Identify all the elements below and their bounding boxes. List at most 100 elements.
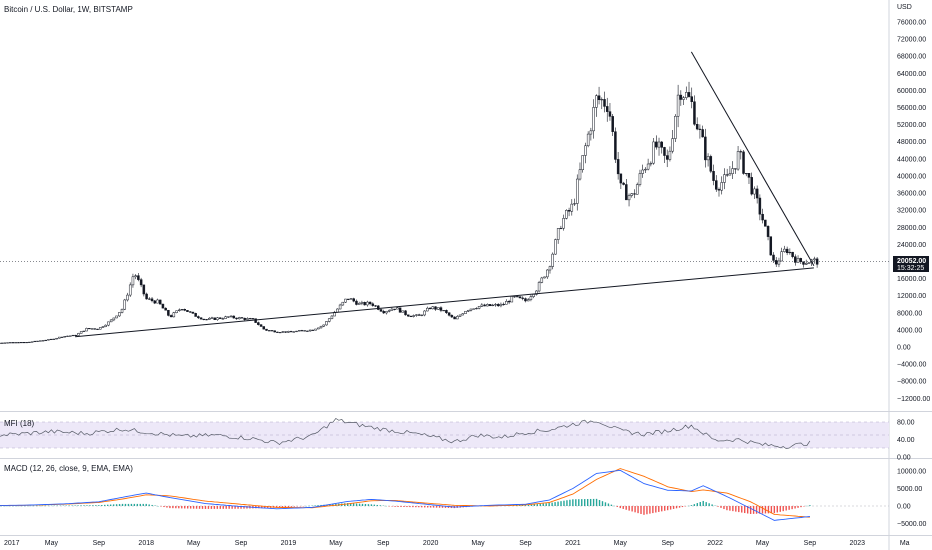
macd-hist-bar bbox=[723, 506, 725, 510]
price-tick-label: 8000.00 bbox=[897, 310, 922, 317]
macd-hist-bar bbox=[243, 506, 245, 509]
candle-body bbox=[592, 107, 595, 132]
macd-hist-bar bbox=[619, 506, 621, 509]
candle-body bbox=[736, 151, 740, 170]
candle-body bbox=[216, 317, 219, 320]
macd-tick-label: 5000.00 bbox=[897, 486, 922, 493]
candle-body bbox=[327, 318, 331, 322]
candle-body bbox=[385, 311, 388, 314]
time-tick-label: Sep bbox=[804, 540, 817, 547]
macd-hist-bar bbox=[649, 506, 651, 514]
candle-body bbox=[112, 317, 116, 321]
candle-body bbox=[390, 308, 394, 311]
macd-hist-bar bbox=[181, 506, 183, 509]
macd-hist-bar bbox=[293, 506, 296, 507]
price-tick-label: 32000.00 bbox=[897, 208, 926, 215]
macd-hist-bar bbox=[189, 506, 192, 509]
candle-body bbox=[404, 310, 407, 316]
macd-hist-bar bbox=[586, 499, 589, 506]
candle-body bbox=[186, 310, 189, 312]
macd-hist-bar bbox=[278, 506, 281, 508]
macd-hist-bar bbox=[112, 504, 115, 506]
candle-body bbox=[516, 296, 519, 298]
candle-body bbox=[276, 331, 279, 333]
price-tick-label: 0.00 bbox=[897, 345, 911, 352]
candle-body bbox=[475, 308, 478, 310]
candle-body bbox=[734, 168, 737, 170]
macd-hist-bar bbox=[101, 505, 103, 506]
candle-body bbox=[641, 169, 644, 174]
macd-hist-bar bbox=[216, 506, 219, 509]
candle-body bbox=[709, 156, 713, 172]
candle-body bbox=[456, 316, 459, 320]
candle-body bbox=[758, 197, 762, 215]
candle-body bbox=[526, 299, 530, 302]
mfi-axis-ticks: 80.00 40.00 0.00 bbox=[897, 420, 915, 462]
candle-body bbox=[791, 251, 794, 257]
candle-body bbox=[221, 318, 225, 320]
candle-body bbox=[19, 342, 23, 344]
macd-hist-bar bbox=[664, 506, 666, 511]
candle-body bbox=[349, 298, 353, 300]
macd-hist-bar bbox=[438, 506, 441, 508]
candle-body bbox=[570, 203, 574, 212]
candle-body bbox=[251, 318, 255, 320]
macd-hist-bar bbox=[557, 501, 559, 506]
candle-body bbox=[161, 303, 165, 309]
candle-body bbox=[597, 95, 601, 101]
macd-hist-bar bbox=[581, 499, 583, 506]
macd-hist-bar bbox=[71, 505, 73, 506]
candle-body bbox=[687, 92, 691, 97]
candle-body bbox=[546, 269, 549, 278]
macd-signal-line bbox=[0, 468, 810, 518]
candle-body bbox=[630, 193, 634, 196]
macd-hist-bar bbox=[655, 506, 657, 513]
candle-body bbox=[578, 169, 582, 180]
macd-hist-bar bbox=[622, 506, 624, 509]
candle-body bbox=[655, 141, 658, 148]
candle-body bbox=[428, 307, 432, 310]
candle-body bbox=[652, 141, 655, 164]
candle-body bbox=[382, 311, 385, 314]
candle-body bbox=[66, 335, 69, 337]
macd-hist-bar bbox=[314, 505, 316, 506]
candle-body bbox=[619, 173, 623, 184]
macd-hist-bar bbox=[95, 505, 97, 506]
price-tick-label: −4000.00 bbox=[897, 362, 926, 369]
candle-body bbox=[396, 307, 399, 310]
candle-body bbox=[158, 299, 162, 305]
candle-body bbox=[164, 307, 167, 311]
candle-body bbox=[278, 332, 282, 334]
candle-body bbox=[284, 331, 287, 333]
candle-body bbox=[796, 258, 800, 263]
macd-hist-bar bbox=[109, 504, 112, 506]
macd-hist-bar bbox=[89, 505, 91, 506]
candle-body bbox=[554, 239, 557, 255]
macd-hist-bar bbox=[652, 506, 654, 514]
macd-pane-title: MACD (12, 26, close, 9, EMA, EMA) bbox=[4, 464, 133, 473]
macd-hist-bar bbox=[83, 505, 85, 506]
macd-hist-bar bbox=[104, 504, 106, 506]
macd-hist-bar bbox=[207, 506, 210, 509]
time-tick-label: Ma bbox=[900, 540, 910, 547]
macd-hist-bar bbox=[418, 506, 420, 508]
macd-hist-bar bbox=[675, 506, 678, 509]
candle-body bbox=[153, 300, 156, 304]
candle-body bbox=[567, 210, 571, 212]
macd-hist-bar bbox=[575, 499, 577, 506]
macd-hist-bar bbox=[539, 503, 541, 506]
macd-hist-bar bbox=[432, 506, 435, 508]
candle-body bbox=[128, 284, 132, 296]
macd-tick-label: 0.00 bbox=[897, 504, 911, 511]
macd-hist-bar bbox=[148, 504, 150, 506]
candle-body bbox=[142, 284, 146, 295]
macd-hist-bar bbox=[186, 506, 189, 509]
candle-body bbox=[98, 327, 102, 330]
candle-body bbox=[725, 174, 729, 176]
macd-hist-bar bbox=[788, 506, 790, 510]
candle-body bbox=[58, 336, 61, 339]
candle-body bbox=[123, 299, 127, 310]
candle-body bbox=[638, 173, 642, 185]
candle-body bbox=[720, 182, 723, 191]
